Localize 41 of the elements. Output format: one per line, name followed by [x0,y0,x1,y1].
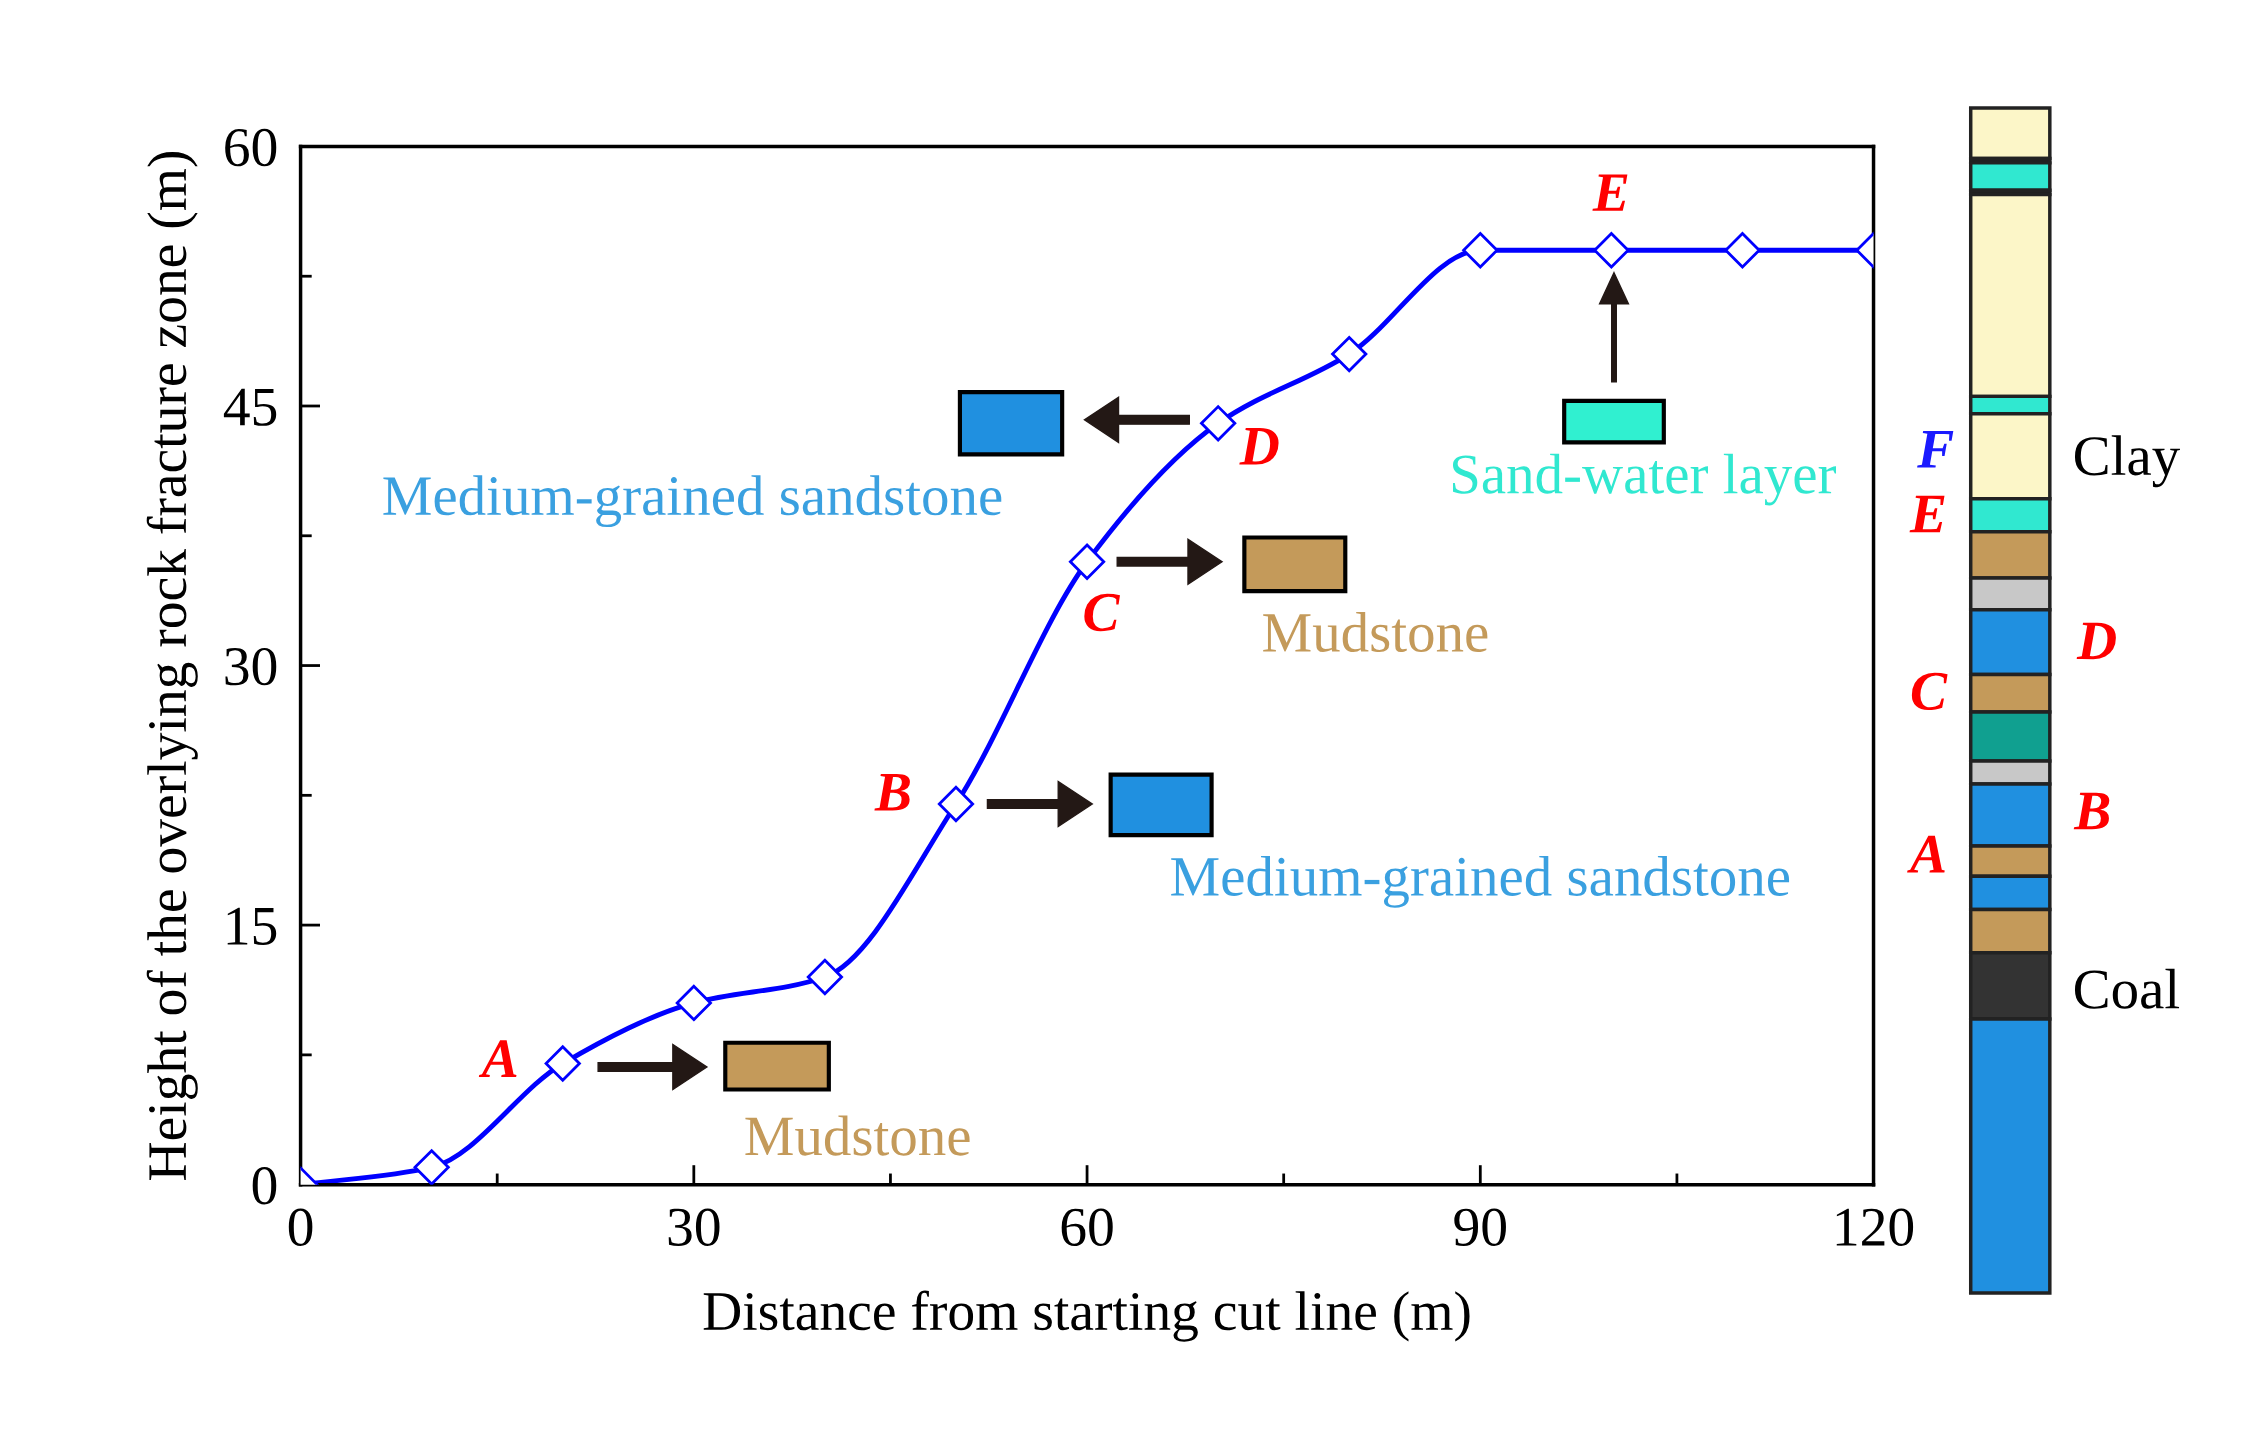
annotation: Sand-water layer [1452,453,1837,506]
point [413,1149,450,1185]
annotation: E [1592,174,1628,211]
x-tick-label: 90 [1454,1208,1506,1246]
point [1724,232,1761,269]
annotation: Mudstone [1263,612,1488,653]
text: Clay [2074,435,2180,488]
point [1593,232,1630,269]
y-tick-label: 0 [252,1166,277,1205]
text: F [1917,431,1954,468]
x-tick-label: 60 [1061,1208,1113,1246]
point [1462,232,1499,269]
point [1331,336,1368,373]
point [1068,543,1106,580]
annotation: D [1239,428,1279,465]
y-axis-title: Height of the overlying rock fracture zone (m) [146,152,198,1180]
y-tick-label: 60 [225,128,277,167]
annotation: B [874,774,910,811]
text: C [1911,672,1948,711]
y-tick-label: 15 [227,907,277,945]
point [675,984,712,1022]
x-tick-label: 0 [288,1208,313,1246]
text: E [1909,495,1945,533]
x-tick-label: 30 [668,1208,720,1246]
x-tick-label: 120 [1836,1208,1914,1246]
y-tick-label: 45 [223,388,277,426]
x-axis-title: Distance from starting cut line (m) [703,1290,1470,1342]
point [937,785,975,823]
point [544,1045,581,1082]
annotation: A [478,1040,517,1077]
y-tick-label: 30 [225,647,277,686]
point [806,958,843,996]
annotation: C [1084,593,1120,632]
annotation: Medium-grained sandstone [1171,855,1790,908]
annotation: Medium-grained sandstone [383,475,1002,528]
text: B [2073,792,2110,830]
annotation: Mudstone [745,1115,970,1156]
text: D [2076,622,2116,660]
text: Coal [2074,968,2180,1009]
point [1200,405,1237,442]
text: A [1907,835,1945,873]
